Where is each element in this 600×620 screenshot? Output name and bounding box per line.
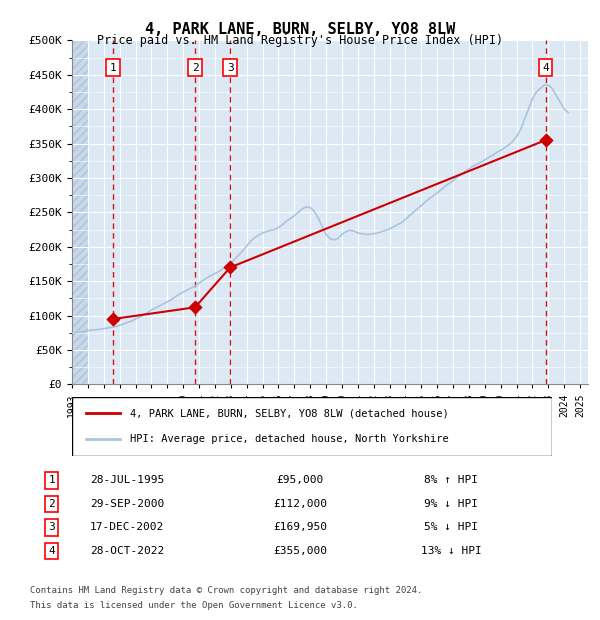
Text: 8% ↑ HPI: 8% ↑ HPI <box>424 476 478 485</box>
Text: £355,000: £355,000 <box>273 546 327 556</box>
Text: 4: 4 <box>542 63 549 73</box>
Text: 29-SEP-2000: 29-SEP-2000 <box>90 499 164 509</box>
FancyBboxPatch shape <box>72 397 552 456</box>
Text: 9% ↓ HPI: 9% ↓ HPI <box>424 499 478 509</box>
Text: 5% ↓ HPI: 5% ↓ HPI <box>424 523 478 533</box>
Text: 4: 4 <box>48 546 55 556</box>
Point <box>108 314 118 324</box>
Text: £95,000: £95,000 <box>277 476 323 485</box>
Text: Contains HM Land Registry data © Crown copyright and database right 2024.: Contains HM Land Registry data © Crown c… <box>30 586 422 595</box>
Text: 1: 1 <box>48 476 55 485</box>
Text: 3: 3 <box>48 523 55 533</box>
Text: 4, PARK LANE, BURN, SELBY, YO8 8LW (detached house): 4, PARK LANE, BURN, SELBY, YO8 8LW (deta… <box>130 409 448 419</box>
Text: 2: 2 <box>48 499 55 509</box>
Text: £169,950: £169,950 <box>273 523 327 533</box>
Text: 3: 3 <box>227 63 233 73</box>
Text: 2: 2 <box>191 63 199 73</box>
Text: 4, PARK LANE, BURN, SELBY, YO8 8LW: 4, PARK LANE, BURN, SELBY, YO8 8LW <box>145 22 455 37</box>
Point <box>190 303 200 312</box>
Text: 17-DEC-2002: 17-DEC-2002 <box>90 523 164 533</box>
Text: HPI: Average price, detached house, North Yorkshire: HPI: Average price, detached house, Nort… <box>130 434 448 444</box>
Text: 13% ↓ HPI: 13% ↓ HPI <box>421 546 482 556</box>
Point <box>226 262 235 272</box>
Text: Price paid vs. HM Land Registry's House Price Index (HPI): Price paid vs. HM Land Registry's House … <box>97 34 503 47</box>
Text: 1: 1 <box>109 63 116 73</box>
Text: 28-JUL-1995: 28-JUL-1995 <box>90 476 164 485</box>
Text: 28-OCT-2022: 28-OCT-2022 <box>90 546 164 556</box>
Point <box>541 135 550 145</box>
Text: This data is licensed under the Open Government Licence v3.0.: This data is licensed under the Open Gov… <box>30 601 358 611</box>
Text: £112,000: £112,000 <box>273 499 327 509</box>
